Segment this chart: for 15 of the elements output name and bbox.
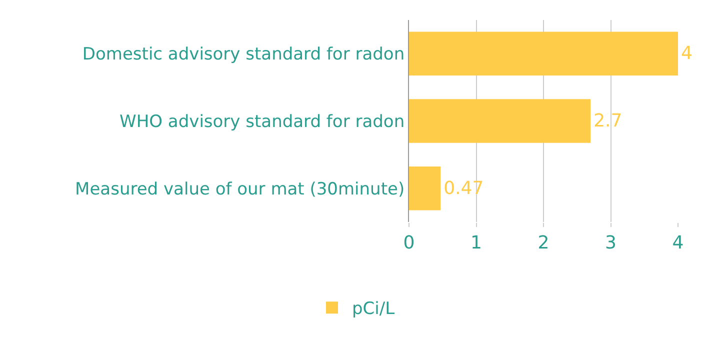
data-label: 0.47	[444, 178, 484, 199]
x-tick-label: 0	[403, 232, 415, 254]
y-tick-label: Domestic advisory standard for radon	[82, 44, 405, 65]
data-label: 2.7	[594, 110, 622, 132]
bar	[409, 99, 591, 143]
x-tick-label: 2	[538, 232, 550, 254]
x-tick-label: 1	[470, 232, 482, 254]
x-tick-label: 3	[605, 232, 616, 254]
bar	[409, 32, 678, 76]
bar	[409, 166, 441, 210]
legend-label: pCi/L	[352, 299, 396, 320]
y-tick-label: Measured value of our mat (30minute)	[75, 179, 405, 200]
data-label: 4	[681, 43, 692, 64]
y-tick-label: WHO advisory standard for radon	[120, 112, 405, 132]
x-tick-label: 4	[672, 232, 684, 254]
